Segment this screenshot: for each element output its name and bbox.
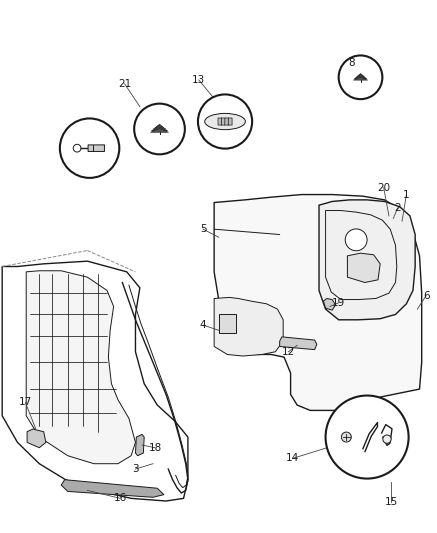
Circle shape <box>341 432 351 442</box>
Circle shape <box>134 103 185 155</box>
Text: 20: 20 <box>377 183 390 192</box>
Polygon shape <box>347 253 380 282</box>
Text: 21: 21 <box>118 79 131 88</box>
Text: 1: 1 <box>403 190 410 199</box>
Polygon shape <box>151 127 168 131</box>
Polygon shape <box>353 77 368 80</box>
Polygon shape <box>214 195 422 410</box>
Text: 18: 18 <box>149 443 162 453</box>
Polygon shape <box>153 125 166 129</box>
Polygon shape <box>135 434 144 456</box>
Circle shape <box>73 144 81 152</box>
Text: 6: 6 <box>423 291 430 301</box>
Polygon shape <box>61 480 164 497</box>
Polygon shape <box>26 271 135 464</box>
Circle shape <box>339 55 382 99</box>
Polygon shape <box>155 124 164 128</box>
Polygon shape <box>323 298 336 310</box>
Ellipse shape <box>205 114 246 130</box>
Polygon shape <box>214 297 283 356</box>
Text: 19: 19 <box>332 298 345 308</box>
FancyBboxPatch shape <box>218 118 222 125</box>
Circle shape <box>383 435 391 443</box>
Text: 17: 17 <box>19 398 32 407</box>
Text: 2: 2 <box>394 203 401 213</box>
FancyBboxPatch shape <box>225 118 229 125</box>
Polygon shape <box>27 429 46 448</box>
Text: 4: 4 <box>200 320 207 330</box>
Text: 12: 12 <box>282 347 295 357</box>
Polygon shape <box>355 75 365 77</box>
Text: 16: 16 <box>114 494 127 503</box>
Text: 3: 3 <box>132 464 139 474</box>
FancyBboxPatch shape <box>88 145 104 151</box>
Polygon shape <box>319 200 415 320</box>
FancyBboxPatch shape <box>222 118 225 125</box>
Bar <box>218 314 236 333</box>
Circle shape <box>345 229 367 251</box>
Polygon shape <box>354 76 367 79</box>
Text: 8: 8 <box>348 58 355 68</box>
Text: 15: 15 <box>385 497 398 507</box>
Circle shape <box>60 118 119 178</box>
Polygon shape <box>150 128 169 132</box>
Polygon shape <box>280 337 317 350</box>
Text: 5: 5 <box>200 224 207 234</box>
Polygon shape <box>357 74 364 76</box>
FancyBboxPatch shape <box>228 118 232 125</box>
Text: 13: 13 <box>192 75 205 85</box>
Text: 14: 14 <box>286 454 299 463</box>
Circle shape <box>198 94 252 149</box>
Circle shape <box>326 395 409 479</box>
